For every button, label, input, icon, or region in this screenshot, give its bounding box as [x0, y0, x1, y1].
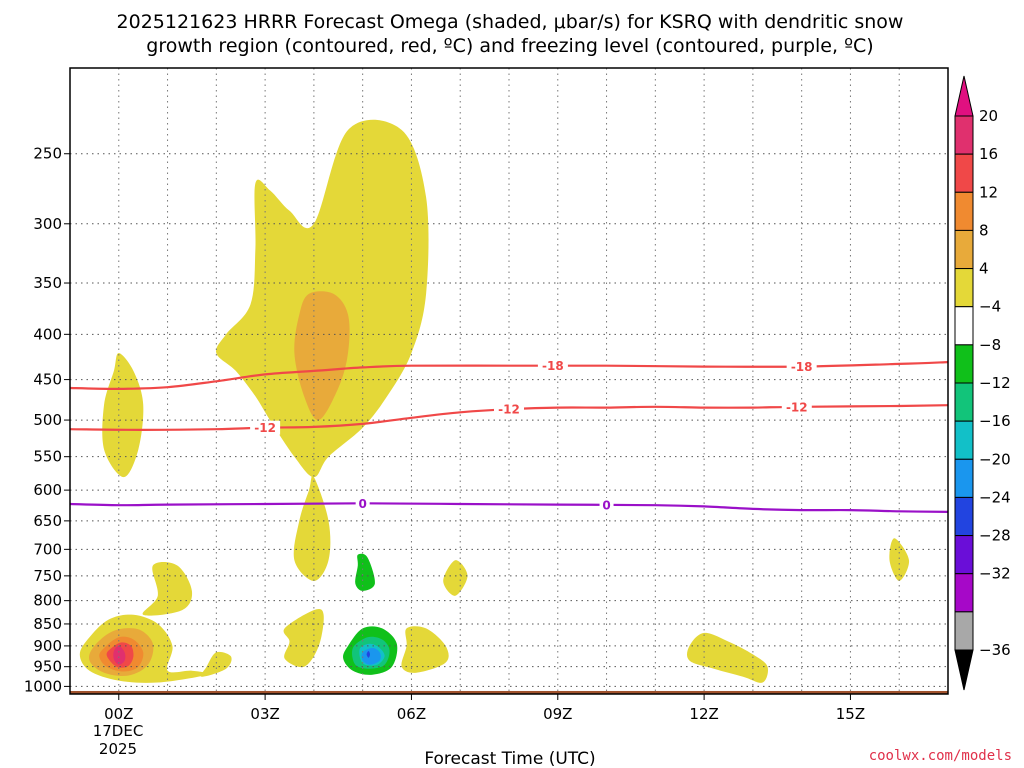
contour-label-bg [599, 497, 614, 512]
y-tick-label: 800 [33, 592, 62, 610]
colorbar-label: 4 [979, 260, 989, 278]
omega-region-green-small [355, 553, 375, 591]
colorbar-label: 8 [979, 221, 989, 239]
contour-label: 0 [602, 498, 610, 512]
colorbar-swatch [954, 306, 974, 346]
omega-region-bl-blob-20 [113, 645, 126, 665]
terrain-fill [70, 690, 948, 694]
x-axis: 00Z 03Z 06Z 09Z 12Z 15Z [104, 694, 865, 723]
x-tick-label: 06Z [397, 705, 426, 723]
credit-text: coolwx.com/models [869, 748, 1012, 764]
contour-line-2 [70, 502, 948, 513]
contour-label-bg [355, 496, 370, 511]
colorbar-label: −4 [979, 298, 1001, 316]
x-tick-label: 00Z [104, 705, 133, 723]
y-axis: 250 300 350 400 450 500 550 600 650 700 750 800 850 9… [24, 145, 70, 695]
colorbar-label: −28 [979, 527, 1011, 545]
colorbar-swatch [954, 268, 974, 308]
y-tick-label: 750 [33, 567, 62, 585]
title-line-1: 2025121623 HRRR Forecast Omega (shaded, … [117, 11, 904, 33]
colorbar-swatch [954, 191, 974, 231]
y-tick-label: 350 [33, 274, 62, 292]
omega-shading [79, 119, 910, 683]
contour-label-bg [786, 359, 817, 374]
y-tick-label: 600 [33, 481, 62, 499]
colorbar-swatch [954, 382, 974, 422]
x-date-line-2: 2025 [99, 740, 137, 758]
omega-region-left-mid-blob [142, 561, 193, 616]
x-tick-label: 09Z [543, 705, 572, 723]
y-tick-label: 450 [33, 371, 62, 389]
y-tick-label: 500 [33, 411, 62, 429]
y-tick-label: 950 [33, 658, 62, 676]
colorbar-swatch [954, 496, 974, 537]
y-tick-label: 650 [33, 512, 62, 530]
contour-lines: -18 -18 -12 -12 -12 0 0 [70, 358, 948, 513]
contour-label: -18 [791, 360, 813, 374]
grid-lines [70, 68, 948, 694]
omega-region-blob-06Z [401, 626, 449, 673]
contour-label: -18 [542, 359, 564, 373]
contour-label-bg [537, 358, 568, 373]
colorbar-label: 16 [979, 145, 998, 163]
plot-frame [69, 67, 949, 695]
colorbar-swatch [954, 115, 974, 155]
omega-region-right-small-1 [443, 560, 468, 596]
contour-label: -12 [254, 421, 276, 435]
omega-region-blob-12Z [686, 632, 769, 683]
omega-region-left-tall-band [102, 353, 144, 478]
colorbar-swatch [954, 458, 974, 498]
colorbar-swatch [954, 420, 974, 460]
colorbar-swatch [954, 611, 974, 651]
y-tick-label: 700 [33, 540, 62, 558]
omega-region-neg-20 [366, 651, 370, 658]
omega-region-small-near-02Z [200, 651, 232, 677]
contour-label: -12 [498, 403, 520, 417]
omega-region-right-small-2 [889, 538, 910, 581]
colorbar-label: −20 [979, 450, 1011, 468]
y-tick-label: 550 [33, 448, 62, 466]
colorbar-swatch [954, 573, 974, 613]
omega-region-neg-16 [361, 648, 381, 665]
omega-region-blob-0430 [283, 609, 324, 668]
colorbar-swatch [954, 344, 974, 384]
y-tick-label: 900 [33, 637, 62, 655]
colorbar-label: −16 [979, 412, 1011, 430]
colorbar-arrow-bottom [954, 649, 974, 691]
colorbar-arrow-top [954, 75, 974, 117]
colorbar-label: −32 [979, 565, 1011, 583]
x-date-line-1: 17DEC [93, 722, 144, 740]
omega-region-column-core [294, 291, 350, 421]
colorbar: 20 16 12 8 4 −4 −8 −12 −16 −20 −24 −28 −32 −36 [954, 75, 1011, 691]
x-tick-label: 15Z [836, 705, 865, 723]
y-tick-label: 300 [33, 215, 62, 233]
y-tick-label: 1000 [24, 677, 62, 695]
colorbar-label: 20 [979, 107, 998, 125]
contour-label-bg [494, 402, 524, 417]
y-tick-label: 400 [33, 325, 62, 343]
colorbar-label: −36 [979, 641, 1011, 659]
colorbar-label: −24 [979, 488, 1011, 506]
colorbar-swatch [954, 229, 974, 270]
colorbar-swatch [954, 535, 974, 575]
contour-label-bg [781, 399, 812, 414]
contour-label-bg [250, 420, 281, 435]
terrain-layer [70, 690, 948, 694]
x-axis-label: Forecast Time (UTC) [424, 749, 595, 768]
colorbar-label: −8 [979, 336, 1001, 354]
colorbar-label: −12 [979, 374, 1011, 392]
contour-label: -12 [786, 400, 808, 414]
y-tick-label: 250 [33, 145, 62, 163]
title-line-2: growth region (contoured, red, ºC) and f… [146, 35, 873, 57]
y-tick-label: 850 [33, 615, 62, 633]
colorbar-label: 12 [979, 183, 998, 201]
x-tick-label: 03Z [250, 705, 279, 723]
contour-label: 0 [358, 497, 366, 511]
colorbar-swatch [954, 153, 974, 193]
omega-region-mid-streak [293, 475, 331, 581]
x-tick-label: 12Z [689, 705, 718, 723]
